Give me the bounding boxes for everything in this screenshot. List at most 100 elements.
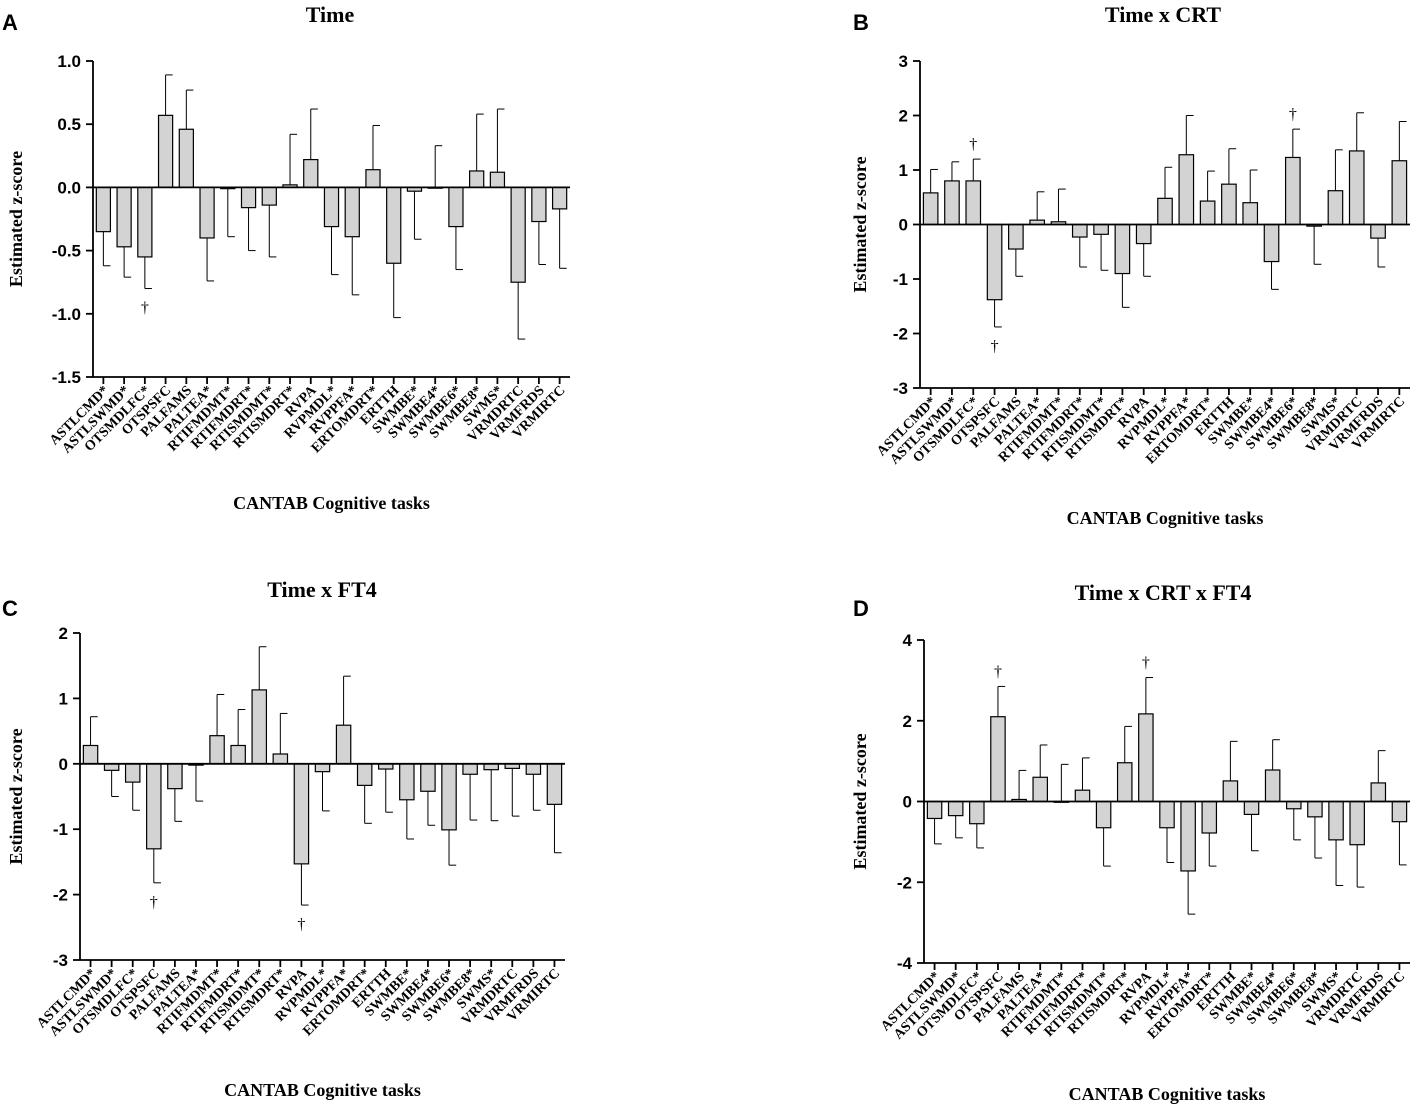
significance-dagger: †	[991, 338, 999, 355]
bar	[1327, 190, 1344, 226]
bar	[146, 763, 162, 850]
y-axis-title: Estimated z-score	[6, 151, 26, 287]
bar	[124, 763, 141, 783]
bar	[335, 724, 352, 765]
significance-dagger: †	[150, 894, 158, 911]
y-tick-label: 3	[899, 52, 908, 71]
bar	[1348, 150, 1365, 226]
y-tick-label: -3	[893, 379, 908, 398]
x-axis-title: CANTAB Cognitive tasks	[1069, 1084, 1266, 1104]
bar	[469, 170, 485, 189]
y-axis-title: Estimated z-score	[850, 733, 870, 869]
bar	[1221, 183, 1237, 226]
bar	[1349, 800, 1365, 846]
bar	[551, 186, 568, 210]
bar	[209, 735, 225, 765]
bar	[510, 186, 526, 283]
y-tick-label: 4	[903, 631, 913, 650]
bar	[1008, 223, 1024, 250]
bar	[1178, 154, 1195, 226]
bar	[167, 763, 183, 790]
bar	[1285, 800, 1302, 810]
y-tick-label: 0	[59, 755, 68, 774]
bar	[1264, 769, 1281, 803]
bar	[1242, 202, 1259, 226]
bar	[1370, 223, 1386, 239]
bar	[448, 186, 464, 228]
y-tick-label: -2	[53, 886, 68, 905]
bar	[1201, 800, 1218, 834]
bar	[323, 186, 340, 228]
bar	[947, 800, 964, 817]
y-tick-label: -4	[897, 954, 913, 973]
bar	[1370, 782, 1387, 803]
bar	[1180, 800, 1196, 872]
bar	[1328, 800, 1344, 841]
y-tick-label: 2	[903, 712, 912, 731]
y-tick-label: -2	[893, 325, 908, 344]
bar	[240, 186, 257, 209]
significance-dagger: †	[297, 916, 305, 933]
y-tick-label: -1.0	[52, 305, 81, 324]
panel-letter: D	[853, 596, 869, 621]
bar	[420, 763, 436, 792]
panel-a: A Time1.00.50.0-0.5-1.0-1.5†ASTLCMD*ASTLS…	[2, 2, 570, 513]
bar	[1284, 156, 1301, 226]
bar	[386, 186, 402, 264]
x-axis-title: CANTAB Cognitive tasks	[233, 493, 430, 513]
bar	[525, 763, 542, 775]
y-tick-label: -1	[893, 270, 908, 289]
y-tick-label: 0	[903, 793, 912, 812]
bar	[489, 171, 506, 188]
y-tick-label: 2	[899, 107, 908, 126]
bar	[137, 186, 153, 258]
bar	[178, 128, 194, 188]
x-axis-title: CANTAB Cognitive tasks	[1067, 508, 1264, 528]
y-tick-label: -2	[897, 873, 912, 892]
chart-title: Time	[306, 2, 355, 27]
bar	[293, 763, 310, 865]
chart-title: Time x CRT x FT4	[1075, 580, 1252, 605]
bar	[1199, 200, 1216, 226]
bar	[157, 114, 174, 188]
bar	[965, 180, 982, 226]
y-axis-title: Estimated z-score	[850, 156, 870, 292]
panel-letter: C	[2, 596, 18, 621]
y-tick-label: -0.5	[52, 242, 81, 261]
y-tick-label: 0.0	[57, 178, 81, 197]
bar	[462, 763, 478, 775]
bar	[314, 763, 331, 773]
bar	[1159, 800, 1175, 829]
y-tick-label: 2	[59, 624, 68, 643]
bar	[1071, 223, 1088, 238]
bar	[986, 223, 1003, 301]
bar	[303, 158, 319, 188]
y-tick-label: 1.0	[57, 52, 81, 71]
bar	[272, 753, 289, 765]
bar	[441, 763, 457, 831]
bar	[969, 800, 985, 825]
y-axis-title: Estimated z-score	[6, 728, 26, 864]
significance-dagger: †	[969, 136, 977, 153]
y-tick-label: 0.5	[57, 115, 81, 134]
x-axis-title: CANTAB Cognitive tasks	[224, 1080, 421, 1100]
bar	[1157, 197, 1173, 226]
y-tick-label: 1	[59, 689, 68, 708]
bar	[1138, 713, 1154, 803]
bar	[199, 186, 215, 239]
bar	[944, 180, 960, 226]
significance-dagger: †	[1142, 655, 1150, 672]
bar	[531, 186, 547, 223]
bar	[990, 716, 1006, 803]
bar	[1114, 223, 1131, 275]
bar	[344, 186, 360, 238]
bar	[1116, 762, 1133, 803]
chart-title: Time x CRT	[1105, 2, 1221, 27]
bar	[365, 169, 381, 188]
y-tick-label: 1	[899, 161, 908, 180]
bar	[1391, 800, 1408, 823]
significance-dagger: †	[1289, 106, 1297, 123]
